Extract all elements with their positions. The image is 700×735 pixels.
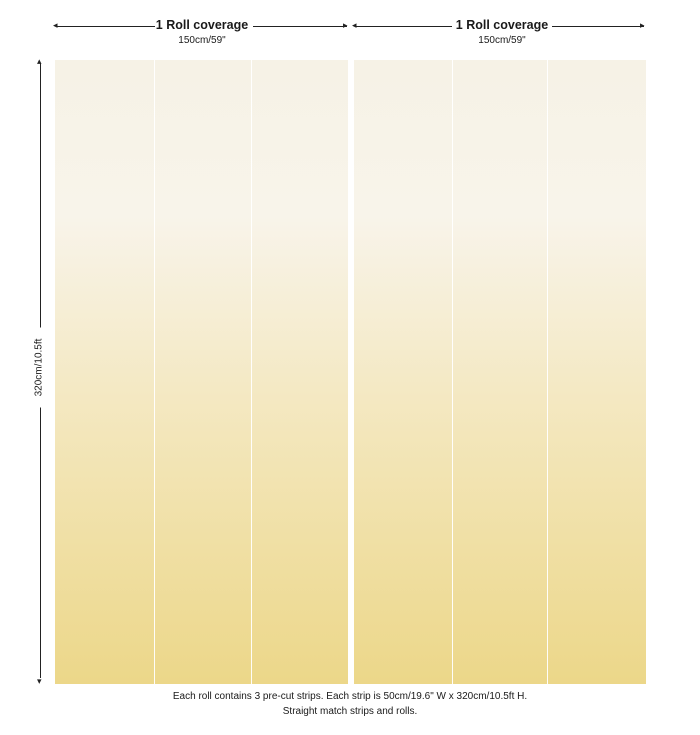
- match-info-note: Straight match strips and rolls.: [282, 706, 418, 717]
- roll-2-coverage-size: 150cm/59": [478, 35, 526, 46]
- arrow-up-icon: ▴: [37, 56, 42, 66]
- arrow-left-icon: ◂: [53, 20, 58, 30]
- roll-2-width-line: [356, 26, 452, 27]
- height-label: 320cm/10.5ft: [33, 327, 45, 408]
- strip-seam: [251, 60, 252, 684]
- roll-2-width-line-right: [552, 26, 644, 27]
- arrow-down-icon: ▾: [37, 676, 42, 686]
- roll-1-panel: [55, 60, 348, 684]
- strip-seam: [547, 60, 548, 684]
- strip-seam: [154, 60, 155, 684]
- arrow-left-icon: ◂: [352, 20, 357, 30]
- roll-2-coverage-title: 1 Roll coverage: [455, 18, 549, 32]
- arrow-right-icon: ▸: [640, 20, 645, 30]
- roll-2-panel: [354, 60, 646, 684]
- roll-1-coverage-title: 1 Roll coverage: [155, 18, 249, 32]
- strip-info-note: Each roll contains 3 pre-cut strips. Eac…: [172, 691, 528, 702]
- roll-1-coverage-size: 150cm/59": [178, 35, 226, 46]
- arrow-right-icon: ▸: [343, 20, 348, 30]
- strip-seam: [452, 60, 453, 684]
- roll-1-width-line: [57, 26, 155, 27]
- roll-1-width-line-right: [253, 26, 347, 27]
